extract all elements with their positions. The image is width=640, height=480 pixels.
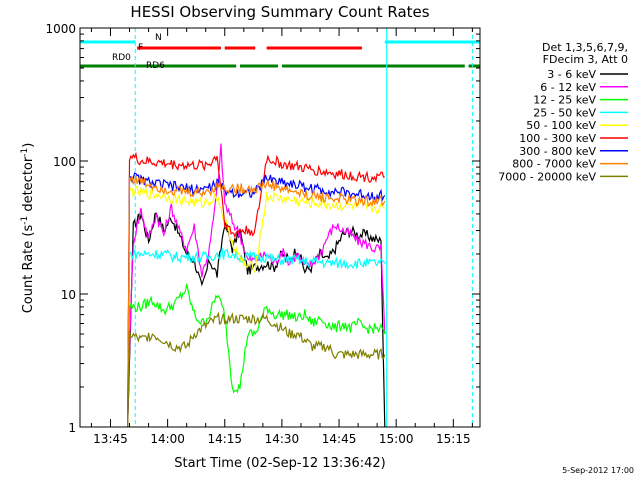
x-tick-label: 14:45 <box>322 432 357 446</box>
chart-title: HESSI Observing Summary Count Rates <box>130 3 429 21</box>
series-line-7 <box>127 174 386 428</box>
series-line-5 <box>127 151 385 428</box>
flag-label-n: N <box>155 33 162 43</box>
y-axis-label: Count Rate (s-1 detector-1) <box>20 143 36 314</box>
x-axis: 13:45 14:00 14:15 14:30 14:45 15:00 15:15 <box>90 28 473 446</box>
flag-label-f: F <box>138 43 143 53</box>
x-tick-label: 13:45 <box>93 432 128 446</box>
legend-label: 7000 - 20000 keV <box>498 170 596 183</box>
x-tick-label: 15:00 <box>379 432 414 446</box>
legend-label: 300 - 800 keV <box>519 145 596 158</box>
plot-frame <box>79 27 481 428</box>
x-tick-label: 14:15 <box>207 432 242 446</box>
legend-header-line-1: Det 1,3,5,6,7,9, <box>542 41 628 54</box>
x-tick-label: 14:30 <box>265 432 300 446</box>
legend-header-line-2: FDecim 3, Att 0 <box>543 53 628 66</box>
legend-label: 6 - 12 keV <box>540 81 596 94</box>
legend-label: 25 - 50 keV <box>533 106 596 119</box>
x-tick-label: 15:15 <box>436 432 471 446</box>
series-line-4 <box>127 185 386 428</box>
flag-label-rd0: RD0 <box>112 53 131 63</box>
y-axis: 1 10 100 1000 <box>45 22 480 435</box>
flag-bars: N F RD0 RD6 <box>80 33 480 71</box>
x-axis-label: Start Time (02-Sep-12 13:36:42) <box>174 456 385 471</box>
legend-label: 12 - 25 keV <box>533 94 596 107</box>
y-tick-label: 1000 <box>45 22 76 36</box>
flag-label-rd6: RD6 <box>146 61 165 71</box>
legend-label: 800 - 7000 keV <box>512 158 596 171</box>
legend-label: 3 - 6 keV <box>547 68 596 81</box>
legend-label: 100 - 300 keV <box>519 132 596 145</box>
series-line-8 <box>127 311 386 428</box>
y-tick-label: 1 <box>68 421 76 435</box>
footer-date: 5-Sep-2012 17:00 <box>562 466 634 475</box>
series-line-6 <box>127 172 386 428</box>
x-tick-label: 14:00 <box>150 432 185 446</box>
series-group <box>127 143 386 428</box>
legend-label: 50 - 100 keV <box>526 119 596 132</box>
series-line-2 <box>127 283 386 428</box>
y-tick-label: 10 <box>61 288 76 302</box>
y-tick-label: 100 <box>53 155 76 169</box>
